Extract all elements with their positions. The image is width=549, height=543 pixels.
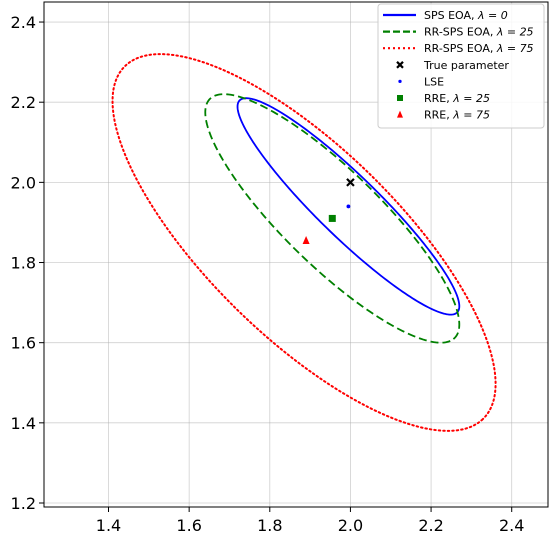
legend-label: True parameter	[423, 59, 509, 72]
legend-label-math: λ = 25	[452, 92, 490, 105]
confidence-regions	[111, 53, 497, 432]
plot-frame	[43, 1, 549, 508]
legend-label: RRE, λ = 25	[424, 92, 490, 105]
legend-marker-dot	[398, 79, 402, 84]
x-tick-label: 2.4	[499, 516, 524, 535]
x-tick-label: 2.2	[418, 516, 443, 535]
point-dot	[346, 204, 351, 209]
legend-label-math: λ = 75	[452, 109, 490, 122]
legend-label-main: RR-SPS EOA,	[424, 26, 497, 39]
x-axis-ticks: 1.4 1.6 1.8 2.0 2.2 2.4	[96, 507, 524, 535]
legend-label-main: RRE,	[424, 92, 453, 105]
legend-marker-x	[396, 61, 404, 69]
x-tick-label: 2.0	[338, 516, 363, 535]
confidence-ellipse	[204, 93, 461, 344]
legend-label-math: λ = 0	[477, 9, 508, 22]
legend-label: RR-SPS EOA, λ = 75	[424, 42, 534, 55]
legend-label-math: λ = 25	[496, 26, 534, 39]
y-axis-ticks: 1.2 1.4 1.6 1.8 2.0 2.2 2.4	[11, 13, 44, 513]
legend-label-main: True parameter	[423, 59, 509, 72]
confidence-ellipse	[111, 53, 497, 432]
y-tick-label: 2.0	[11, 173, 36, 192]
legend-label: RRE, λ = 75	[424, 109, 490, 122]
y-tick-label: 1.2	[11, 494, 36, 513]
point-triangle	[302, 235, 310, 244]
y-tick-label: 1.8	[11, 254, 36, 273]
x-tick-label: 1.8	[257, 516, 282, 535]
y-tick-label: 2.4	[11, 13, 36, 32]
x-tick-label: 1.4	[96, 516, 121, 535]
y-tick-label: 1.6	[11, 334, 36, 353]
legend-box	[377, 3, 545, 129]
estimate-points	[302, 178, 355, 244]
legend-label-main: RRE,	[424, 109, 453, 122]
y-tick-label: 2.2	[11, 93, 36, 112]
legend-label: LSE	[424, 75, 444, 88]
y-tick-label: 1.4	[11, 414, 36, 433]
legend-label: SPS EOA, λ = 0	[424, 9, 508, 22]
legend-label: RR-SPS EOA, λ = 25	[424, 26, 534, 39]
legend-label-main: SPS EOA,	[424, 9, 478, 22]
legend-label-main: RR-SPS EOA,	[424, 42, 497, 55]
legend-marker-square	[397, 95, 403, 101]
legend-marker-triangle	[397, 110, 403, 118]
legend-label-math: λ = 75	[496, 42, 534, 55]
legend-label-main: LSE	[424, 75, 444, 88]
point-x	[346, 178, 355, 187]
point-square	[328, 214, 336, 222]
confidence-ellipse	[236, 97, 461, 316]
x-tick-label: 1.6	[176, 516, 201, 535]
